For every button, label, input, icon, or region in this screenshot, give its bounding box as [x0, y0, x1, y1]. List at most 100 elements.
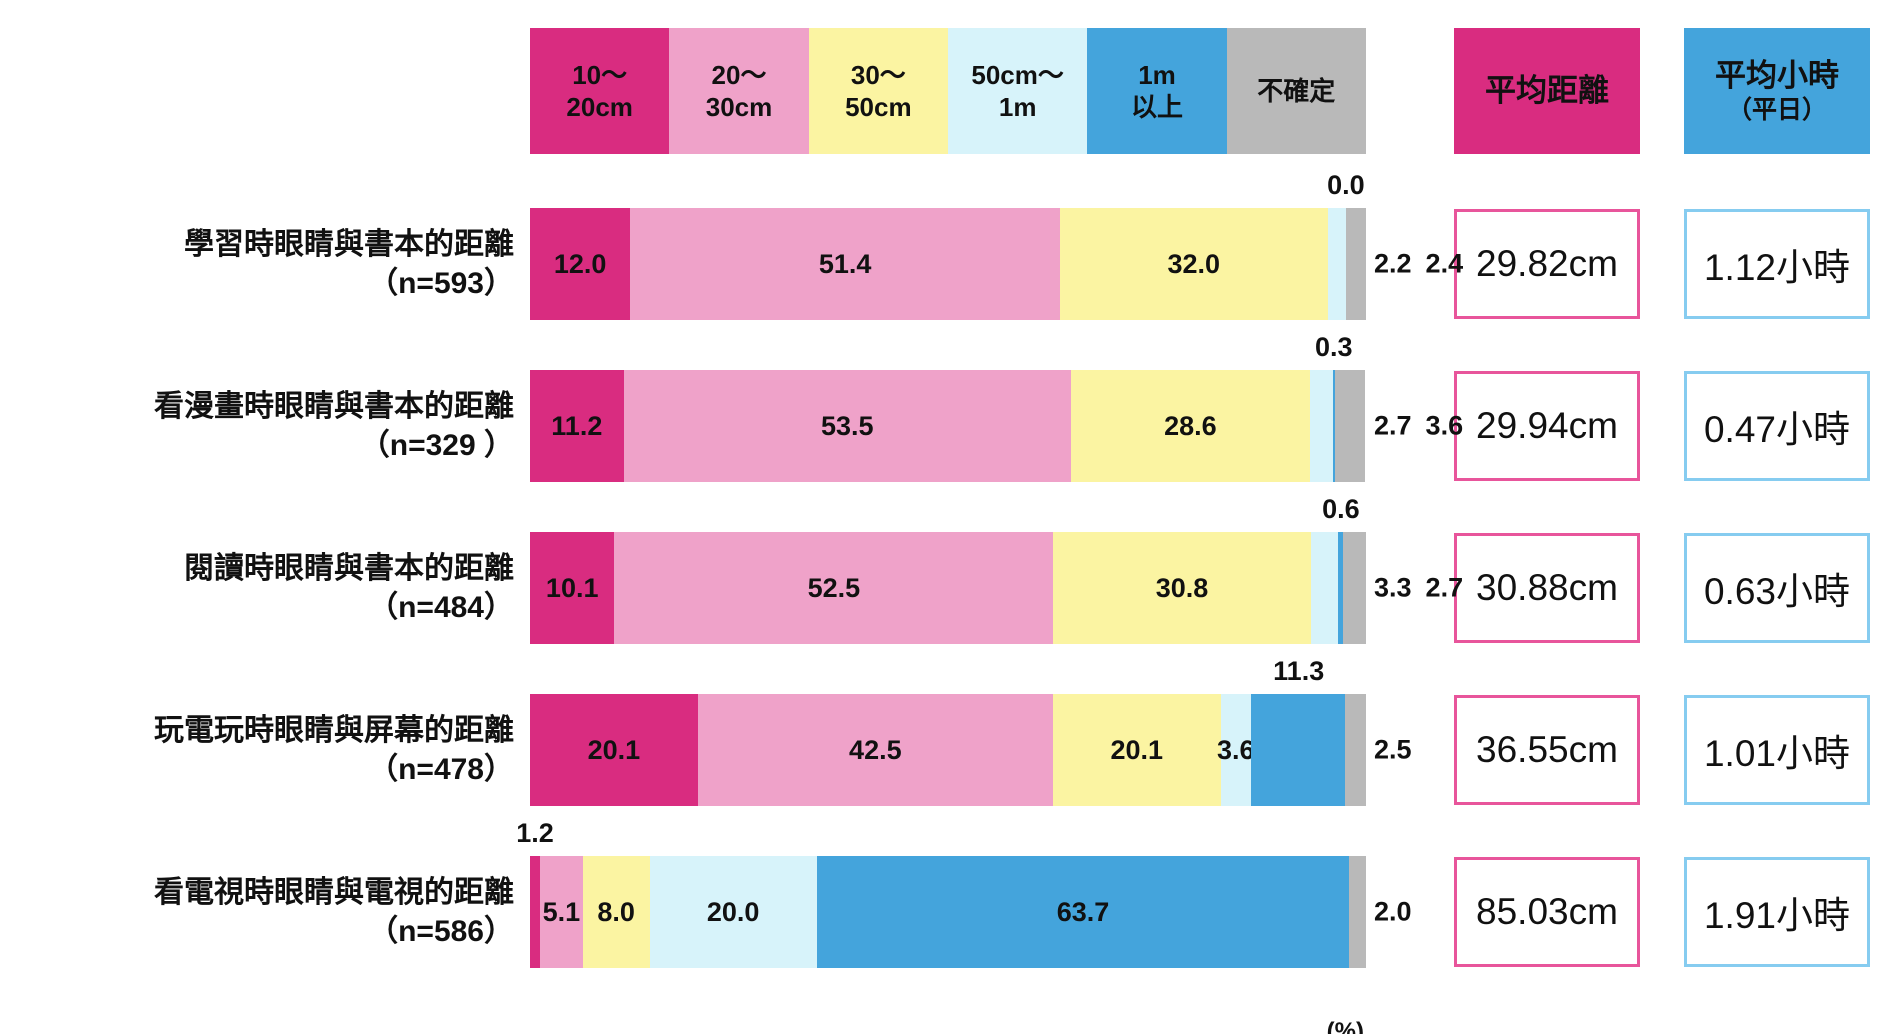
- bar-segment: 11.2: [530, 370, 624, 482]
- bar-segment: 20.1: [530, 694, 698, 806]
- row-label-title: 看電視時眼睛與電視的距離: [154, 876, 514, 909]
- row-label-title: 玩電玩時眼睛與屏幕的距離: [154, 714, 514, 747]
- bar-value-right: 2.5: [1374, 734, 1412, 765]
- legend-item-label: 不確定: [1257, 75, 1336, 106]
- stacked-bar: 1.2 5.1 8.0 20.0 63.7 2.0: [516, 818, 1412, 968]
- bar-segment: [1345, 694, 1366, 806]
- legend-item-label: 10〜: [572, 59, 628, 90]
- bar-value-above: 0.0: [1327, 170, 1365, 200]
- avg-distance-value: 30.88cm: [1454, 533, 1640, 643]
- avg-hours-value: 1.12小時: [1684, 209, 1870, 319]
- avg-distance-value: 29.94cm: [1454, 371, 1640, 481]
- bar-value-right: 2.0: [1374, 896, 1412, 927]
- avg-distance-value: 29.82cm: [1454, 209, 1640, 319]
- bar-wrap: 11.2 53.5 28.6 0.3 2.7 3.6: [530, 332, 1463, 482]
- legend-header-row: 10〜 20cm 20〜 30cm 30〜 50cm 50cm〜 1m 1m 以上 不確定 平均距離…: [16, 28, 1899, 154]
- bar-value-right: 3.6: [1425, 410, 1464, 441]
- bar-value-right: 2.7: [1374, 410, 1412, 441]
- legend-item-label: 30〜: [850, 59, 906, 90]
- legend-item: 20〜 30cm: [669, 28, 809, 154]
- avg-distance-header-label: 平均距離: [1485, 73, 1609, 109]
- legend-item-label: 1m: [998, 92, 1037, 122]
- avg-hours-header-label: 平均小時: [1715, 58, 1839, 94]
- bar-segment: [1349, 856, 1366, 968]
- bar-wrap: 10.1 52.5 30.8 0.6 3.3 2.7: [530, 494, 1463, 644]
- bar-segment: [530, 856, 541, 968]
- legend-row-cells: 10〜 20cm 20〜 30cm 30〜 50cm 50cm〜 1m 1m 以上 不確定: [530, 28, 1366, 154]
- avg-distance-value: 36.55cm: [1454, 695, 1640, 805]
- bar-value-right: 2.2: [1374, 248, 1412, 279]
- avg-hours-header-sublabel: （平日）: [1726, 95, 1827, 124]
- unit-note-row: (%): [16, 1018, 1899, 1034]
- chart-row: 閱讀時眼睛與書本的距離 （n=484） 10.1 52.5 30.8 0.6 3.3 2.7 3…: [16, 494, 1899, 644]
- unit-note: (%): [1326, 1018, 1364, 1034]
- bar-segment: 53.5: [623, 370, 1071, 482]
- bar-segment: 28.6: [1070, 370, 1310, 482]
- bar-values-outside: 2.0: [1366, 897, 1412, 928]
- bar-value-above: 0.6: [1322, 494, 1360, 524]
- bar-segment: [1327, 208, 1346, 320]
- row-label: 閱讀時眼睛與書本的距離 （n=484）: [16, 549, 530, 627]
- avg-hours-value: 0.63小時: [1684, 533, 1870, 643]
- bar-segment: 30.8: [1053, 532, 1311, 644]
- bar-wrap: 1.2 5.1 8.0 20.0 63.7 2.0: [516, 818, 1412, 968]
- bar-segment: 12.0: [530, 208, 631, 320]
- legend-item-label: 20cm: [566, 92, 633, 122]
- stacked-bar: 11.2 53.5 28.6 0.3 2.7 3.6: [530, 332, 1463, 482]
- bar-segment: 51.4: [630, 208, 1061, 320]
- bar-segment: 3.6: [1217, 694, 1255, 806]
- row-label-title: 看漫畫時眼睛與書本的距離: [154, 390, 514, 423]
- bar-segment: 20.1: [1052, 694, 1221, 806]
- bar-value-above: 1.2: [516, 818, 554, 848]
- row-label-n: （n=478）: [368, 753, 514, 786]
- bar-values-outside: 2.7 3.6: [1366, 411, 1463, 442]
- bar-segment: 32.0: [1060, 208, 1328, 320]
- header-spacer: [1366, 28, 1454, 154]
- legend-item-label: 1m: [1138, 59, 1176, 90]
- bar-value-right: 2.7: [1425, 572, 1464, 603]
- bar-segment: [1309, 370, 1333, 482]
- legend-item-label: 20〜: [711, 59, 767, 90]
- legend-item-label: 50cm〜: [971, 59, 1064, 90]
- stacked-bar: 12.0 51.4 32.0 0.0 2.2 2.4: [530, 170, 1463, 320]
- legend-item: 50cm〜 1m: [947, 28, 1088, 154]
- row-label: 玩電玩時眼睛與屏幕的距離 （n=478）: [16, 711, 530, 789]
- bar-segment: 20.0: [649, 856, 817, 968]
- rows: 學習時眼睛與書本的距離 （n=593） 12.0 51.4 32.0 0.0 2.2 2.4 2…: [16, 170, 1899, 968]
- legend-item-label: 50cm: [845, 92, 912, 122]
- chart-row: 看漫畫時眼睛與書本的距離 （n=329 ） 11.2 53.5 28.6 0.3 2.7 3.…: [16, 332, 1899, 482]
- row-label-n: （n=586）: [368, 915, 514, 948]
- bar-value-right: 3.3: [1374, 572, 1412, 603]
- avg-hours-header: 平均小時 （平日）: [1684, 28, 1870, 154]
- bar-segment: [1310, 532, 1339, 644]
- stacked-bar: 10.1 52.5 30.8 0.6 3.3 2.7: [530, 494, 1463, 644]
- bar-segment: [1338, 532, 1344, 644]
- chart-row: 玩電玩時眼睛與屏幕的距離 （n=478） 20.1 42.5 20.1 3.6 11.3 2.…: [16, 656, 1899, 806]
- bar-value-above: 0.3: [1315, 332, 1353, 362]
- row-label-n: （n=593）: [368, 267, 514, 300]
- row-label: 看電視時眼睛與電視的距離 （n=586）: [16, 873, 530, 951]
- row-label-n: （n=484）: [368, 591, 514, 624]
- avg-hours-value: 0.47小時: [1684, 371, 1870, 481]
- bar-value-right: 2.4: [1425, 248, 1464, 279]
- legend-item-label: 30cm: [705, 92, 773, 122]
- bar-values-outside: 3.3 2.7: [1366, 573, 1463, 604]
- stacked-bar: 20.1 42.5 20.1 3.6 11.3 2.5: [530, 656, 1412, 806]
- row-label-title: 閱讀時眼睛與書本的距離: [184, 552, 514, 585]
- bar-segment: 10.1: [530, 532, 615, 644]
- legend-item: 10〜 20cm: [530, 28, 670, 154]
- bar-wrap: 12.0 51.4 32.0 0.0 2.2 2.4: [530, 170, 1463, 320]
- bar-values-outside: 2.5: [1366, 735, 1412, 766]
- chart-row: 學習時眼睛與書本的距離 （n=593） 12.0 51.4 32.0 0.0 2.2 2.4 2…: [16, 170, 1899, 320]
- bar-segment: 5.1: [540, 856, 583, 968]
- bar-segment: [1335, 370, 1366, 482]
- avg-hours-value: 1.01小時: [1684, 695, 1870, 805]
- legend-item: 1m 以上: [1087, 28, 1227, 154]
- legend-item-label: 以上: [1130, 92, 1183, 122]
- bar-segment: 8.0: [582, 856, 650, 968]
- chart-row: 看電視時眼睛與電視的距離 （n=586） 1.2 5.1 8.0 20.0 63.7 2.0 8…: [16, 818, 1899, 968]
- row-label: 學習時眼睛與書本的距離 （n=593）: [16, 225, 530, 303]
- header-spacer: [1640, 28, 1684, 154]
- bar-values-outside: 2.2 2.4: [1366, 249, 1463, 280]
